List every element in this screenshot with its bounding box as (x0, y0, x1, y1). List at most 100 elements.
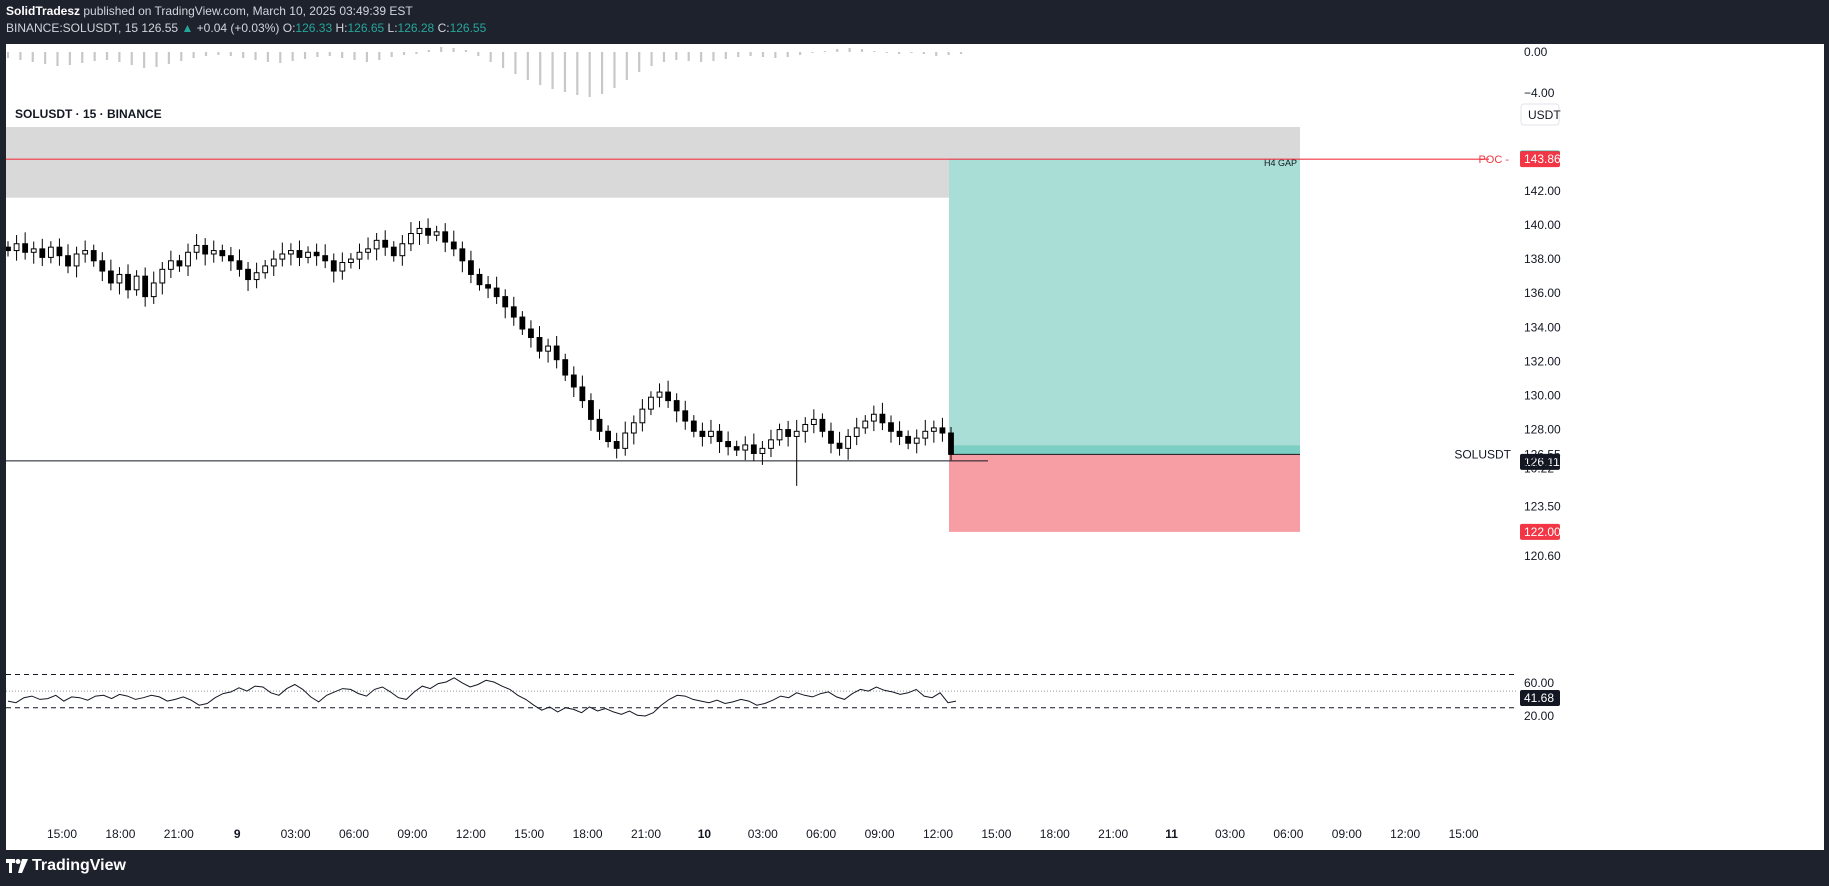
open-label: O: (282, 21, 296, 35)
candle-body (648, 396, 654, 410)
candle-body (776, 429, 783, 441)
oscillator-tick-minus: −4.00 (1524, 86, 1555, 100)
candle-body (442, 231, 449, 243)
candle-body (6, 246, 11, 252)
time-tick-label: 10 (698, 827, 712, 841)
candle (125, 264, 131, 299)
time-tick-label: 21:00 (164, 827, 194, 841)
candle (245, 261, 251, 291)
candle-body (39, 248, 46, 258)
price-tag-text: 143.86 (1524, 152, 1561, 166)
candle-body (56, 246, 63, 257)
candle (613, 432, 620, 459)
candle (888, 415, 894, 443)
candle-body (570, 374, 577, 388)
zones-layer: H4 GAP POC - (6, 127, 1509, 532)
oscillator-pane (6, 47, 963, 97)
publish-info: SolidTradesz published on TradingView.co… (6, 4, 413, 18)
candle (442, 223, 449, 253)
candle (716, 423, 723, 453)
publish-text: published on TradingView.com, March 10, … (83, 4, 413, 18)
candle (408, 222, 414, 252)
author-name[interactable]: SolidTradesz (6, 4, 81, 18)
candle (802, 417, 809, 443)
countdown-label: 10:22 (1524, 461, 1554, 475)
candle-body (125, 273, 131, 291)
time-tick-label: 09:00 (397, 827, 427, 841)
candle-body (193, 244, 200, 253)
candle (519, 311, 526, 335)
time-tick-label: 09:00 (1332, 827, 1362, 841)
candle (236, 249, 243, 277)
candle (82, 240, 89, 263)
chart-legend-title[interactable]: SOLUSDT · 15 · BINANCE (15, 107, 162, 121)
time-tick-label: 18:00 (105, 827, 135, 841)
time-tick-label: 15:00 (981, 827, 1011, 841)
oscillator-tick-zero: 0.00 (1524, 45, 1548, 59)
high-value: 126.65 (347, 21, 385, 35)
candle-body (82, 250, 89, 255)
candle-body (322, 255, 329, 262)
candle (785, 420, 792, 447)
candle (905, 430, 912, 450)
candle-body (356, 251, 363, 260)
time-tick-label: 9 (234, 827, 241, 841)
candle-body (510, 306, 517, 318)
time-tick-label: 11 (1165, 827, 1178, 841)
candle (819, 413, 826, 438)
candle (922, 419, 929, 446)
candle (47, 241, 54, 264)
candle (219, 244, 226, 262)
candle (279, 242, 286, 267)
candle-body (468, 260, 474, 275)
candle (30, 241, 37, 264)
candle-body (262, 265, 269, 274)
last-price: 126.55 (141, 21, 179, 35)
candle-body (793, 430, 800, 437)
price-tick-label: 128.00 (1524, 423, 1561, 437)
candle-body (433, 231, 440, 236)
candle (870, 405, 877, 432)
candle (227, 246, 234, 271)
candle (579, 375, 586, 408)
candle (210, 240, 217, 263)
candle-body (373, 239, 380, 250)
time-tick-label: 03:00 (1215, 827, 1245, 841)
time-tick-label: 06:00 (339, 827, 369, 841)
candle-body (930, 427, 937, 432)
candles-layer (6, 218, 954, 486)
chart-area[interactable]: H4 GAP POC - 0.00 −4.00 60.00 20.00 41.68 142.… (6, 44, 1824, 850)
candle (373, 233, 380, 261)
up-arrow-icon: ▲ (181, 21, 194, 35)
candle-body (922, 430, 929, 439)
candle (853, 417, 860, 446)
currency-label: USDT (1528, 108, 1561, 122)
candle (545, 338, 551, 363)
candle-body (613, 441, 620, 449)
tradingview-logo[interactable]: TradingView (6, 857, 126, 875)
price-tick-label: 138.00 (1524, 252, 1561, 266)
candle-body (828, 430, 834, 444)
candle-body (870, 413, 877, 422)
low-value: 126.28 (397, 21, 435, 35)
candle (562, 353, 569, 382)
time-tick-label: 06:00 (806, 827, 836, 841)
rsi-value-text: 41.68 (1524, 691, 1554, 705)
candle-body (785, 429, 792, 437)
candle (339, 252, 346, 280)
candle (202, 238, 209, 266)
time-tick-label: 18:00 (573, 827, 603, 841)
candle (665, 380, 672, 408)
candle-body (708, 430, 714, 437)
price-tag (1520, 523, 1560, 540)
price-tick-label: 140.00 (1524, 218, 1561, 232)
high-label: H: (335, 21, 348, 35)
candle (828, 422, 834, 454)
candle-body (690, 420, 697, 432)
candle-body (502, 296, 509, 308)
candle-body (810, 418, 817, 425)
candle-body (536, 337, 543, 352)
candle-body (305, 251, 311, 258)
price-tag (1520, 453, 1560, 470)
chart-svg[interactable]: H4 GAP POC - 0.00 −4.00 60.00 20.00 41.68 142.… (6, 44, 1824, 850)
